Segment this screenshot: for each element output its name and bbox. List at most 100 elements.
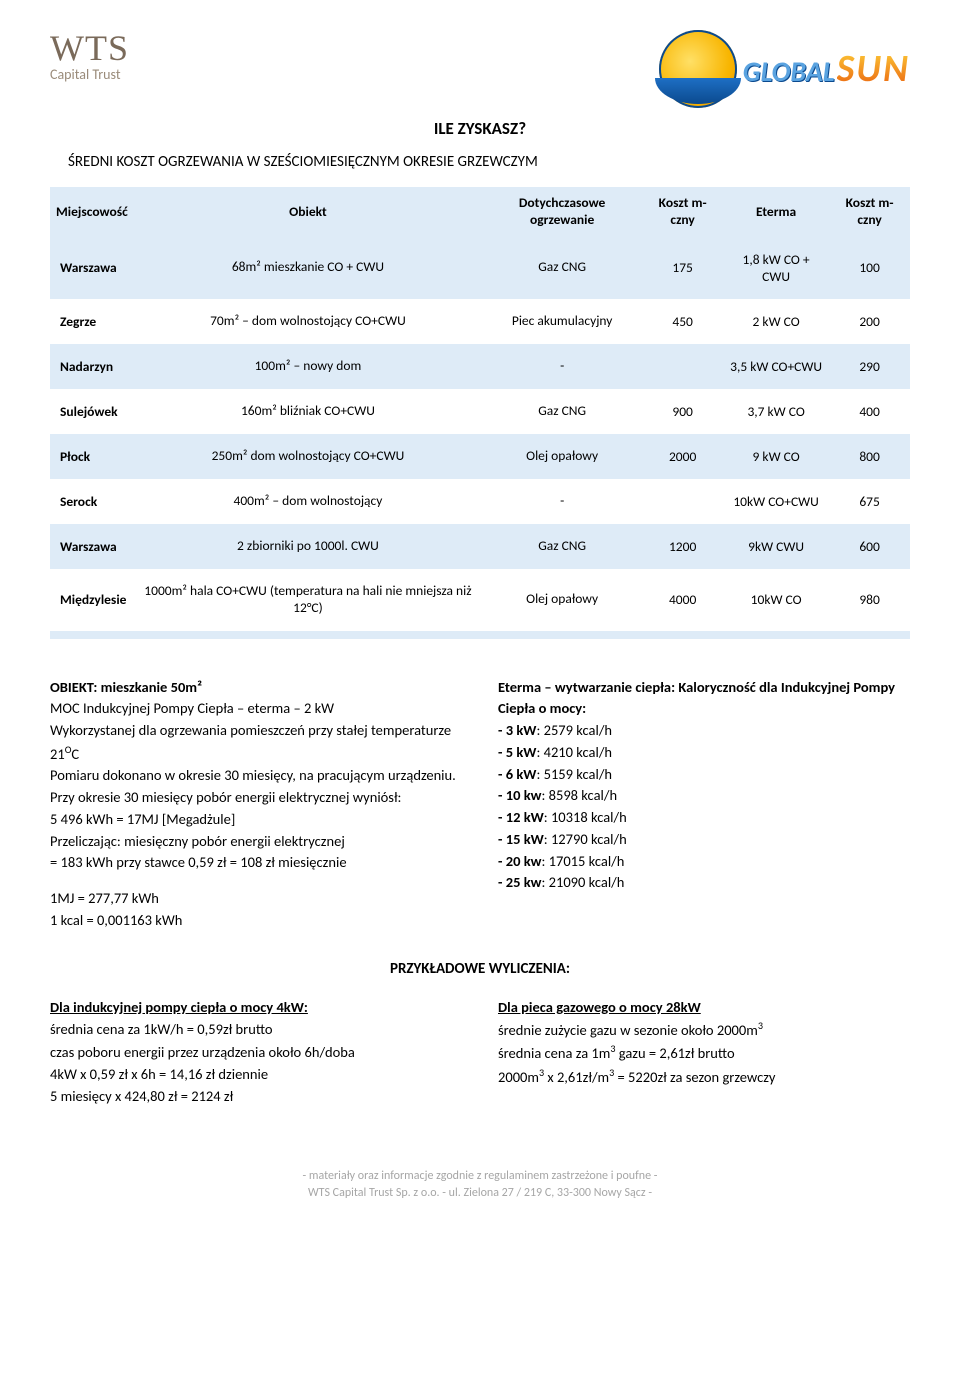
kcal-line: - 3 kW: 2579 kcal/h <box>498 720 910 742</box>
table-cell: Gaz CNG <box>482 237 642 299</box>
calc-heading: PRZYKŁADOWE WYLICZENIA: <box>50 960 910 978</box>
calc-right-l1: średnie zużycie gazu w sezonie około 200… <box>498 1018 910 1041</box>
table-cell: 100m² – nowy dom <box>134 344 482 389</box>
table-cell: 2 kW CO <box>723 299 829 344</box>
obj-p5: 5 496 kWh = 17MJ [Megadżule] <box>50 809 462 831</box>
table-cell: 290 <box>829 344 910 389</box>
calc-left-head: Dla indukcyjnej pompy ciepła o mocy 4kW: <box>50 998 308 1016</box>
kcal-line: - 20 kw: 17015 kcal/h <box>498 851 910 873</box>
table-row: Warszawa68m² mieszkanie CO + CWUGaz CNG1… <box>50 237 910 299</box>
table-cell: 450 <box>642 299 723 344</box>
logo-wts: WTS Capital Trust <box>50 30 129 82</box>
footer-l2: WTS Capital Trust Sp. z o.o. - ul. Zielo… <box>50 1185 910 1202</box>
table-cell: 3,7 kW CO <box>723 389 829 434</box>
table-cell: Zegrze <box>50 299 134 344</box>
table-cell: Olej opałowy <box>482 569 642 631</box>
table-cell: 900 <box>642 389 723 434</box>
info-col-right: Eterma – wytwarzanie ciepła: Kalorycznoś… <box>498 677 910 932</box>
table-cell: 2 zbiorniki po 1000l. CWU <box>134 524 482 569</box>
logo-wts-sub: Capital Trust <box>50 68 129 82</box>
table-cell: - <box>482 479 642 524</box>
calc-left: Dla indukcyjnej pompy ciepła o mocy 4kW:… <box>50 996 462 1108</box>
table-cell: 400m² – dom wolnostojący <box>134 479 482 524</box>
obj-p3: Pomiaru dokonano w okresie 30 miesięcy, … <box>50 765 462 787</box>
table-cell: 800 <box>829 434 910 479</box>
table-cell: Międzylesie <box>50 569 134 631</box>
calc-left-l4: 5 miesięcy x 424,80 zł = 2124 zł <box>50 1085 462 1107</box>
obj-p6: Przeliczając: miesięczny pobór energii e… <box>50 831 462 853</box>
col-cost1: Koszt m-czny <box>642 187 723 237</box>
table-cell: Nadarzyn <box>50 344 134 389</box>
kcal-line: - 12 kW: 10318 kcal/h <box>498 807 910 829</box>
table-cell: 3,5 kW CO+CWU <box>723 344 829 389</box>
logo-part-sun: SUN <box>837 46 910 92</box>
table-row: Zegrze70m² – dom wolnostojący CO+CWUPiec… <box>50 299 910 344</box>
table-cell: 1000m² hala CO+CWU (temperatura na hali … <box>134 569 482 631</box>
col-location: Miejscowość <box>50 187 134 237</box>
eterma-heading: Eterma – wytwarzanie ciepła: <box>498 678 675 696</box>
table-cell: 9kW CWU <box>723 524 829 569</box>
logo-globalsun: GLOBALSUN <box>659 30 910 108</box>
table-cell: 10kW CO <box>723 569 829 631</box>
calc-right-l3: 2000m3 x 2,61zł/m3 = 5220zł za sezon grz… <box>498 1065 910 1088</box>
table-cell: 70m² – dom wolnostojący CO+CWU <box>134 299 482 344</box>
table-row: Płock250m² dom wolnostojący CO+CWUOlej o… <box>50 434 910 479</box>
calc-left-l2: czas poboru energii przez urządzenia oko… <box>50 1041 462 1063</box>
table-cell: Sulejówek <box>50 389 134 434</box>
table-cell: 1,8 kW CO + CWU <box>723 237 829 299</box>
kcal-line: - 5 kW: 4210 kcal/h <box>498 742 910 764</box>
table-row: Warszawa2 zbiorniki po 1000l. CWUGaz CNG… <box>50 524 910 569</box>
table-cell: 4000 <box>642 569 723 631</box>
page-footer: - materiały oraz informacje zgodnie z re… <box>50 1168 910 1202</box>
logo-part-global: GLOBAL <box>743 54 835 89</box>
table-cell: 400 <box>829 389 910 434</box>
col-cost2: Koszt m-czny <box>829 187 910 237</box>
footer-l1: - materiały oraz informacje zgodnie z re… <box>50 1168 910 1185</box>
info-columns: OBIEKT: mieszkanie 50m² MOC Indukcyjnej … <box>50 677 910 932</box>
table-cell <box>642 479 723 524</box>
kcal-line: - 25 kw: 21090 kcal/h <box>498 872 910 894</box>
table-cell: 9 kW CO <box>723 434 829 479</box>
table-cell: Gaz CNG <box>482 389 642 434</box>
obj-heading: OBIEKT: mieszkanie 50m² <box>50 678 202 696</box>
table-cell: 600 <box>829 524 910 569</box>
obj-p7: = 183 kWh przy stawce 0,59 zł = 108 zł m… <box>50 852 462 874</box>
table-cell: 250m² dom wolnostojący CO+CWU <box>134 434 482 479</box>
obj-p1: MOC Indukcyjnej Pompy Ciepła – eterma – … <box>50 698 462 720</box>
page-title: ILE ZYSKASZ? <box>50 118 910 139</box>
col-object: Obiekt <box>134 187 482 237</box>
logo-wts-main: WTS <box>50 30 129 66</box>
table-cell: 2000 <box>642 434 723 479</box>
table-cell: Olej opałowy <box>482 434 642 479</box>
table-cell: 980 <box>829 569 910 631</box>
page-subtitle: ŚREDNI KOSZT OGRZEWANIA W SZEŚCIOMIESIĘC… <box>68 153 910 171</box>
table-cell: Serock <box>50 479 134 524</box>
obj-p4: Przy okresie 30 miesięcy pobór energii e… <box>50 787 462 809</box>
kcal-line: - 6 kW: 5159 kcal/h <box>498 764 910 786</box>
table-cell: 200 <box>829 299 910 344</box>
calc-columns: Dla indukcyjnej pompy ciepła o mocy 4kW:… <box>50 996 910 1108</box>
obj-p8: 1MJ = 277,77 kWh <box>50 888 462 910</box>
table-row: Nadarzyn100m² – nowy dom- 3,5 kW CO+CWU29… <box>50 344 910 389</box>
table-cell: - <box>482 344 642 389</box>
col-eterma: Eterma <box>723 187 829 237</box>
calc-right: Dla pieca gazowego o mocy 28kW średnie z… <box>498 996 910 1108</box>
calc-right-l2: średnia cena za 1m3 gazu = 2,61zł brutto <box>498 1041 910 1064</box>
table-cell: Piec akumulacyjny <box>482 299 642 344</box>
table-cell: 160m² bliźniak CO+CWU <box>134 389 482 434</box>
table-row: Międzylesie1000m² hala CO+CWU (temperatu… <box>50 569 910 631</box>
calc-left-l3: 4kW x 0,59 zł x 6h = 14,16 zł dziennie <box>50 1063 462 1085</box>
calc-left-l1: średnia cena za 1kW/h = 0,59zł brutto <box>50 1018 462 1040</box>
table-cell: 100 <box>829 237 910 299</box>
sun-icon <box>659 30 737 108</box>
obj-p9: 1 kcal = 0,001163 kWh <box>50 910 462 932</box>
table-cell: 175 <box>642 237 723 299</box>
table-cell: 1200 <box>642 524 723 569</box>
col-heating: Dotychczasowe ogrzewanie <box>482 187 642 237</box>
table-row: Serock400m² – dom wolnostojący-10kW CO+C… <box>50 479 910 524</box>
table-cell: Warszawa <box>50 237 134 299</box>
logo-globalsun-text: GLOBALSUN <box>743 46 910 92</box>
table-cell: Płock <box>50 434 134 479</box>
kcal-line: - 15 kW: 12790 kcal/h <box>498 829 910 851</box>
cost-table: Miejscowość Obiekt Dotychczasowe ogrzewa… <box>50 187 910 639</box>
